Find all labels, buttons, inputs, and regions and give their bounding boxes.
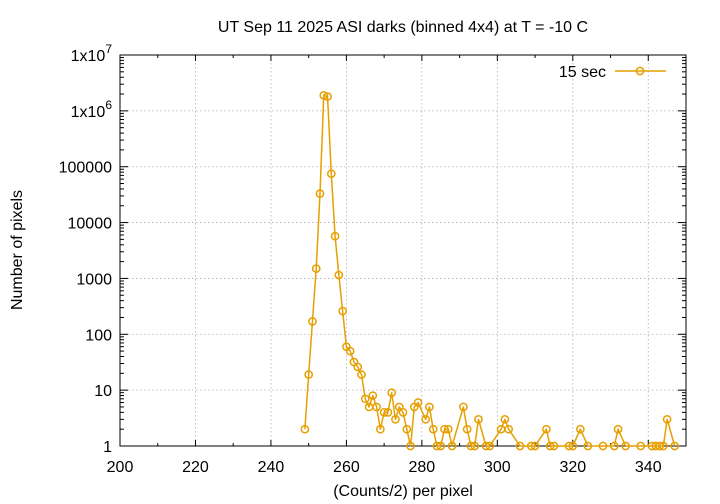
data-point [304,370,314,379]
x-tick-label: 300 [484,459,511,476]
data-point [391,415,400,424]
data-point [515,441,525,451]
data-point [440,424,449,434]
x-tick-label: 320 [559,459,586,476]
data-point [368,391,378,400]
data-point [383,408,393,417]
data-point [425,402,434,412]
chart-title: UT Sep 11 2025 ASI darks (binned 4x4) at… [218,19,588,36]
data-point [568,441,578,451]
legend-marker [635,66,645,76]
data-point [542,424,551,434]
y-tick-label: 10000 [68,216,113,233]
data-point [545,441,555,451]
data-point [613,424,623,434]
data-point [319,90,329,100]
data-point [334,270,344,280]
data-point [504,424,513,434]
data-point [387,388,397,398]
data-point [474,415,483,424]
axis-ticks: 200 220 240 260 280 300 320 340 1 10 100 1000 10000 1… [59,42,686,476]
y-tick-label: 10 [94,383,112,400]
data-point [379,408,389,417]
data-point [308,317,317,326]
x-tick-label: 260 [333,459,360,476]
y-tick-label: 1x106 [71,98,113,121]
y-tick-label: 1 [103,439,112,456]
data-point [413,398,423,407]
data-point [402,424,412,434]
data-point [662,415,672,424]
data-point [330,231,340,241]
data-point [311,264,321,273]
y-tick-label: 100 [85,327,112,344]
data-point [372,402,381,412]
x-axis-label: (Counts/2) per pixel [333,483,473,500]
legend: 15 sec [559,64,666,81]
legend-label: 15 sec [559,64,606,81]
data-point [432,441,442,451]
data-point [421,415,430,424]
data-point [323,92,332,101]
data-point [345,346,355,356]
data-point [526,441,536,451]
y-tick-label: 100000 [59,160,112,177]
series-line [304,94,676,447]
data-point [338,306,347,316]
x-tick-label: 240 [258,459,285,476]
data-point [447,441,457,451]
data-point [428,424,438,434]
data-point [500,415,510,424]
data-point [459,402,468,412]
series-15-sec [300,90,680,451]
data-point [300,424,310,434]
x-tick-label: 220 [182,459,209,476]
data-point [598,441,608,451]
x-tick-label: 200 [107,459,134,476]
data-point [398,408,408,417]
data-point [583,441,593,451]
x-tick-label: 280 [409,459,436,476]
y-axis-label: Number of pixels [9,190,26,310]
data-point [353,362,363,372]
data-point [481,441,491,451]
data-point [376,424,385,434]
data-point [670,441,680,451]
data-point [659,441,668,451]
plot-frame [119,54,687,447]
data-point [406,441,415,451]
data-point [443,424,453,434]
data-point [360,394,370,404]
data-point [462,424,472,434]
data-point [549,441,559,451]
data-point [636,441,646,451]
y-tick-label: 1x107 [71,42,113,65]
data-point [466,441,476,451]
y-tick-label: 1000 [76,271,112,288]
x-tick-label: 340 [635,459,662,476]
data-point [655,441,664,451]
data-point [621,441,630,451]
data-point [530,441,540,451]
data-point [485,441,495,451]
data-point [326,169,336,179]
data-point [564,441,574,451]
data-point [357,370,366,379]
data-point [609,441,619,451]
data-point [436,441,446,451]
data-point [315,189,325,198]
grid [119,54,686,447]
data-point [470,441,480,451]
data-point [576,424,585,434]
